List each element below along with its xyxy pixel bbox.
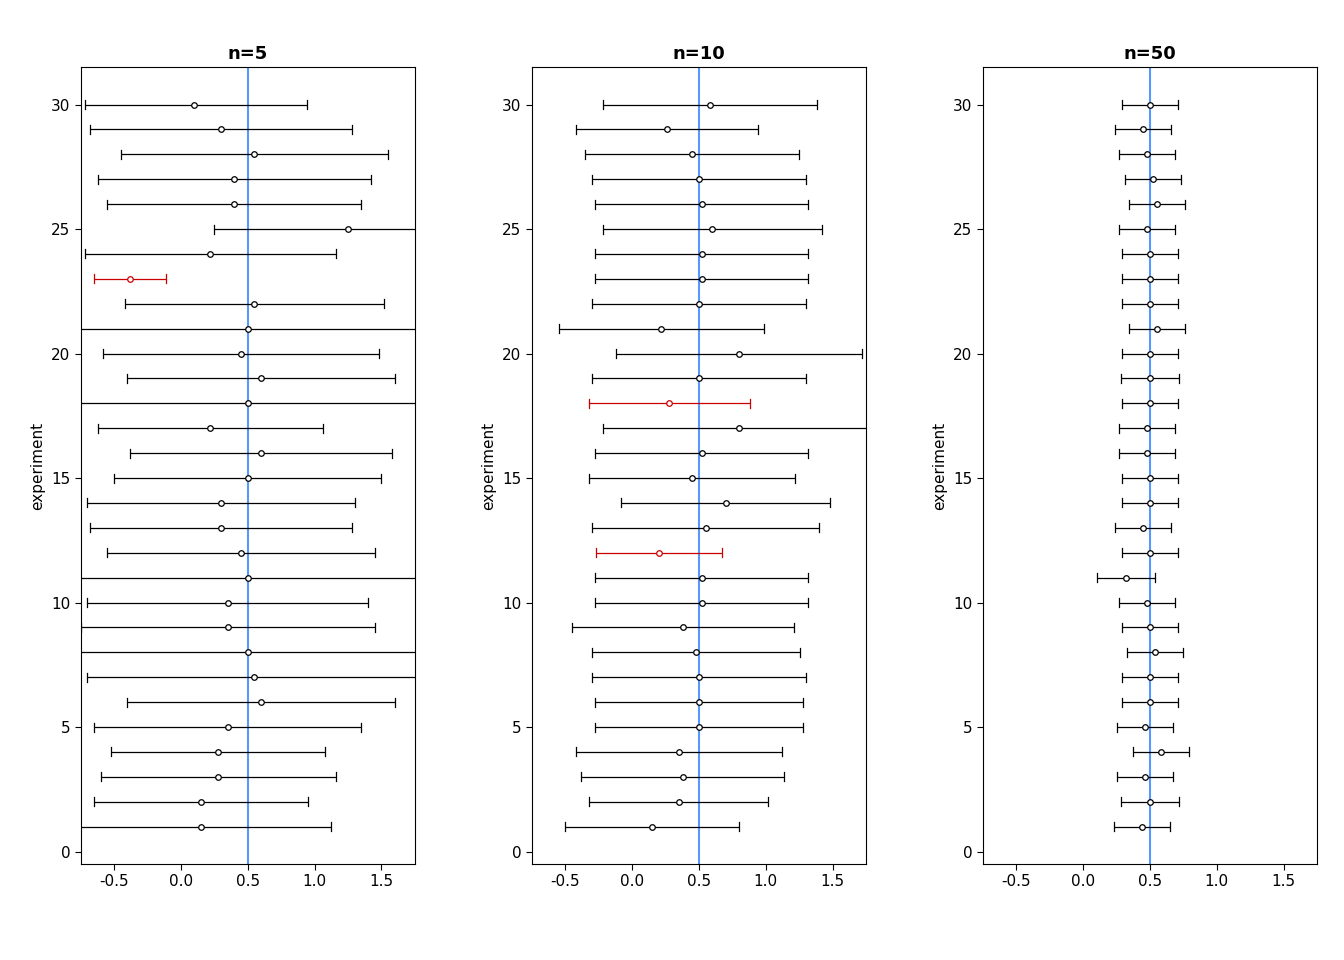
Title: n=5: n=5: [227, 45, 267, 62]
Title: n=10: n=10: [672, 45, 726, 62]
Y-axis label: experiment: experiment: [31, 421, 46, 510]
Y-axis label: experiment: experiment: [933, 421, 948, 510]
Y-axis label: experiment: experiment: [481, 421, 496, 510]
Title: n=50: n=50: [1124, 45, 1176, 62]
